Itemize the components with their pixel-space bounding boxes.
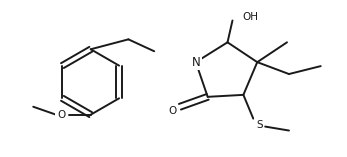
Text: N: N	[192, 56, 200, 69]
Text: S: S	[256, 120, 263, 130]
Text: O: O	[168, 106, 176, 116]
Text: OH: OH	[243, 12, 259, 22]
Text: O: O	[57, 110, 65, 120]
